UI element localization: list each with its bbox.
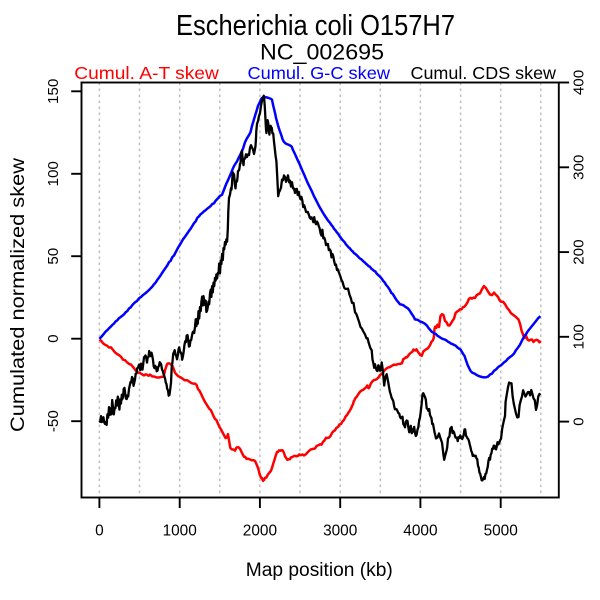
svg-text:0: 0 bbox=[571, 417, 588, 425]
svg-text:Cumulated normalized skew: Cumulated normalized skew bbox=[8, 158, 29, 432]
svg-text:200: 200 bbox=[571, 239, 588, 264]
svg-text:Map position (kb): Map position (kb) bbox=[246, 560, 393, 581]
svg-text:0: 0 bbox=[95, 523, 104, 540]
svg-text:Cumul. CDS skew: Cumul. CDS skew bbox=[411, 63, 557, 83]
svg-text:5000: 5000 bbox=[484, 523, 518, 540]
svg-text:400: 400 bbox=[571, 70, 588, 95]
svg-text:50: 50 bbox=[45, 248, 62, 265]
svg-text:0: 0 bbox=[45, 334, 62, 342]
svg-text:4000: 4000 bbox=[403, 523, 437, 540]
svg-text:100: 100 bbox=[571, 324, 588, 349]
svg-text:150: 150 bbox=[45, 79, 62, 104]
svg-text:Cumul. G-C skew: Cumul. G-C skew bbox=[248, 63, 391, 83]
svg-text:100: 100 bbox=[45, 161, 62, 186]
svg-text:300: 300 bbox=[571, 155, 588, 180]
svg-text:NC_002695: NC_002695 bbox=[260, 40, 384, 65]
svg-text:1000: 1000 bbox=[163, 523, 197, 540]
svg-text:3000: 3000 bbox=[323, 523, 357, 540]
svg-text:-50: -50 bbox=[45, 410, 62, 432]
svg-text:Escherichia coli O157H7: Escherichia coli O157H7 bbox=[176, 10, 455, 42]
svg-text:Cumul. A-T skew: Cumul. A-T skew bbox=[74, 63, 219, 83]
svg-text:2000: 2000 bbox=[243, 523, 277, 540]
